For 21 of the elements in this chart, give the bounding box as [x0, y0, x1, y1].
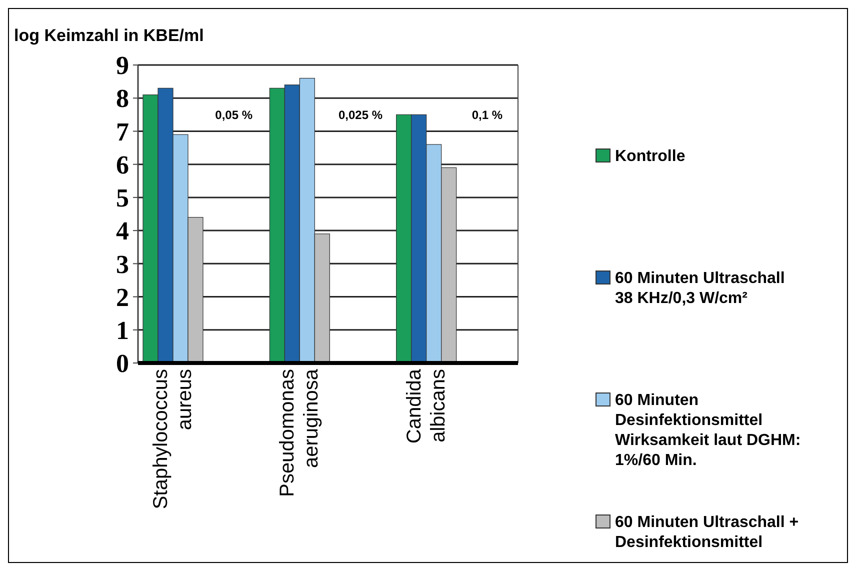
- y-tick-label: 8: [116, 84, 129, 114]
- y-tick-label: 1: [116, 316, 129, 345]
- legend-label: 60 Minuten Ultraschall 38 KHz/0,3 W/cm²: [615, 270, 785, 307]
- y-tick-label: 6: [116, 150, 129, 180]
- y-tick-label: 9: [116, 51, 129, 80]
- legend-label: 60 Minuten Desinfektionsmittel Wirksamkeit laut DGHM: 1%/60 Min.: [615, 392, 801, 469]
- legend-label: Kontrolle: [615, 148, 686, 165]
- x-tick-label: Pseudomonas aeruginosa: [276, 368, 323, 497]
- y-tick-label: 3: [116, 250, 129, 279]
- y-tick-label: 7: [116, 117, 129, 146]
- annotation: 0,05 %: [215, 108, 253, 122]
- y-tick-label: 2: [116, 282, 129, 312]
- x-tick-label: Staphylococcus aureus: [150, 369, 196, 510]
- x-tick-label: Candida albicans: [403, 368, 450, 444]
- y-tick-label: 4: [116, 216, 129, 246]
- annotation: 0,1 %: [472, 108, 503, 122]
- y-tick-label: 0: [116, 349, 129, 378]
- annotation: 0,025 %: [338, 108, 383, 122]
- y-tick-label: 5: [116, 184, 129, 213]
- y-axis-title: log Keimzahl in KBE/ml: [14, 26, 204, 45]
- legend-label: 60 Minuten Ultraschall + Desinfektionsmittel: [615, 514, 799, 551]
